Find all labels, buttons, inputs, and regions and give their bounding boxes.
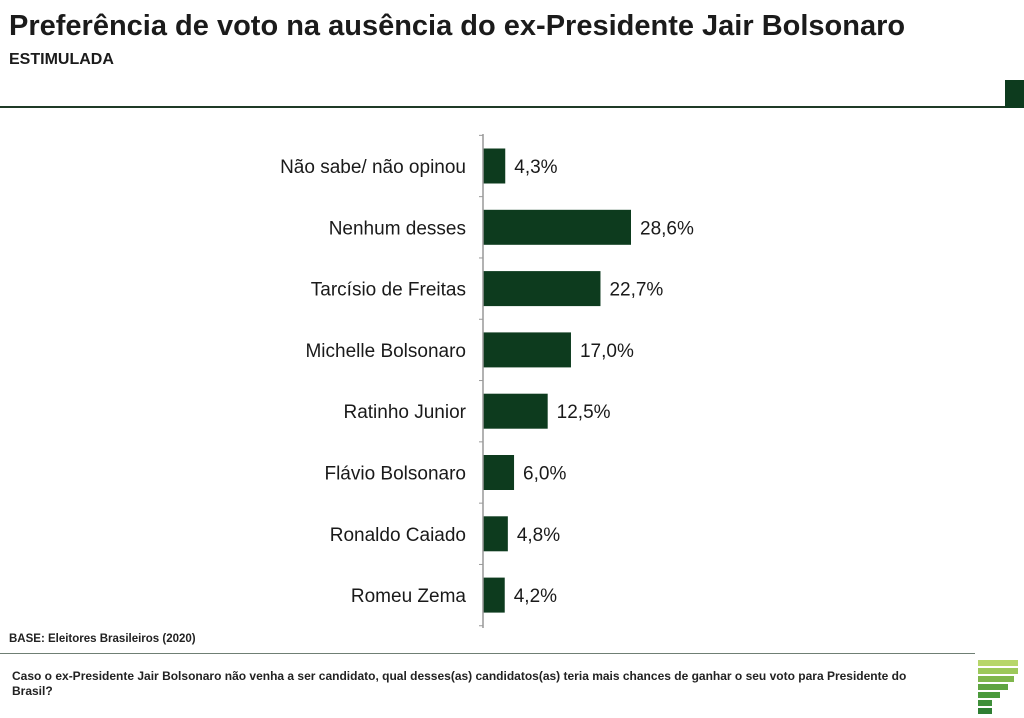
data-label: 28,6% (640, 218, 694, 239)
footer-divider (0, 653, 975, 654)
data-label: 17,0% (580, 341, 634, 362)
logo-stripe (978, 668, 1018, 674)
bar (483, 516, 508, 552)
data-label: 22,7% (609, 280, 663, 301)
header-accent-block (1005, 80, 1024, 108)
survey-question: Caso o ex-Presidente Jair Bolsonaro não … (12, 669, 907, 698)
category-label: Nenhum desses (329, 218, 466, 239)
logo-stripe (978, 660, 1018, 666)
bar (483, 332, 571, 368)
category-label: Romeu Zema (351, 586, 467, 607)
category-label: Ratinho Junior (343, 402, 466, 423)
bar (483, 577, 505, 613)
data-label: 12,5% (557, 402, 611, 423)
base-note: BASE: Eleitores Brasileiros (2020) (9, 633, 196, 645)
category-label: Michelle Bolsonaro (305, 341, 466, 362)
bar (483, 393, 548, 429)
bar (483, 455, 515, 490)
brand-logo-icon (978, 660, 1018, 714)
category-label: Flávio Bolsonaro (324, 464, 466, 485)
logo-stripe (978, 676, 1014, 682)
logo-stripe (978, 700, 992, 706)
bar (483, 271, 601, 307)
logo-stripe (978, 708, 992, 714)
logo-stripe (978, 692, 1000, 698)
bar (483, 148, 506, 184)
category-label: Tarcísio de Freitas (311, 280, 466, 301)
bar (483, 209, 631, 245)
data-label: 4,2% (514, 586, 557, 607)
category-label: Ronaldo Caiado (330, 525, 466, 546)
logo-stripe (978, 684, 1008, 690)
bar-chart: Não sabe/ não opinou 4,3% Nenhum desses 28,… (280, 134, 694, 628)
header-divider (0, 106, 1005, 108)
page-subtitle: ESTIMULADA (9, 51, 114, 68)
page-title: Preferência de voto na ausência do ex-Pr… (9, 10, 906, 42)
data-label: 4,3% (514, 157, 557, 178)
data-label: 6,0% (523, 464, 566, 485)
data-label: 4,8% (517, 525, 560, 546)
category-label: Não sabe/ não opinou (280, 157, 466, 178)
